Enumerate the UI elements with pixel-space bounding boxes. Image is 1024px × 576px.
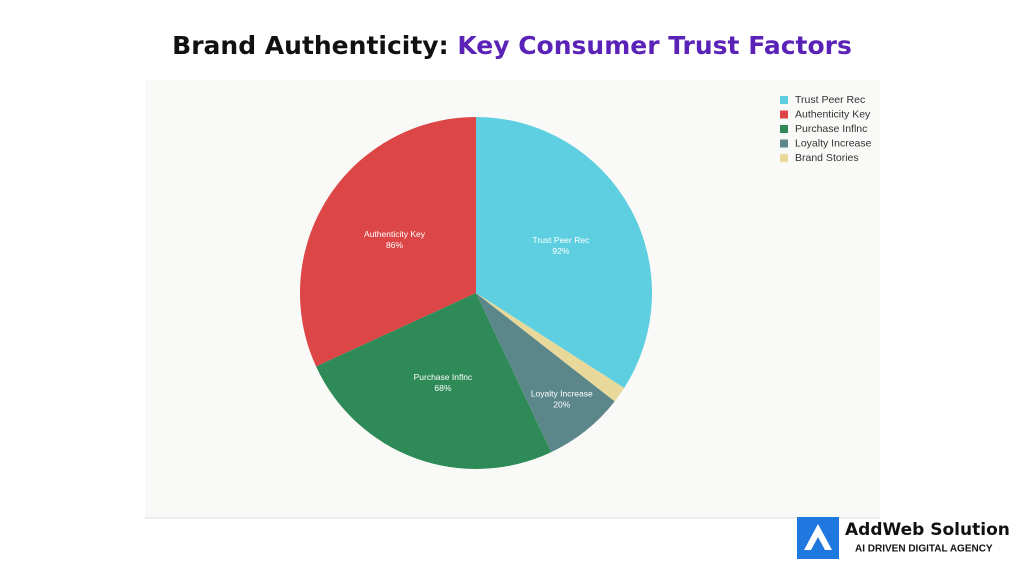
legend-label: Loyalty Increase	[795, 137, 872, 149]
legend-label: Brand Stories	[795, 152, 859, 164]
pie-slice	[316, 293, 552, 469]
legend-swatch	[780, 154, 788, 162]
pie-slice	[476, 293, 615, 453]
legend-swatch	[780, 125, 788, 133]
slice-label: Purchase Inflnc	[414, 372, 473, 382]
logo-glyph	[804, 524, 832, 550]
brand-tagline: AI DRIVEN DIGITAL AGENCY	[855, 544, 993, 555]
slice-label: Authenticity Key	[364, 229, 426, 239]
chart-title: Brand Authenticity: Key Consumer Trust F…	[172, 31, 852, 60]
brand-name: AddWeb Solution	[845, 520, 1010, 540]
legend-label: Purchase Inflnc	[795, 123, 867, 135]
title-lead: Brand Authenticity:	[172, 31, 448, 60]
slice-value: 86%	[386, 240, 403, 250]
slice-value: 68%	[434, 383, 451, 393]
legend-swatch	[780, 96, 788, 104]
logo-icon	[797, 517, 839, 559]
legend-label: Authenticity Key	[795, 108, 871, 120]
pie-slice	[476, 117, 652, 388]
slice-value: 92%	[552, 246, 569, 256]
legend: Trust Peer Rec Authenticity Key Purchase I…	[780, 94, 872, 164]
title-rest: Key Consumer Trust Factors	[457, 31, 852, 60]
slice-value: 20%	[553, 399, 570, 409]
pie-slice	[299, 117, 476, 367]
legend-label: Trust Peer Rec	[795, 94, 865, 106]
slice-label: Loyalty Increase	[531, 388, 593, 398]
slice-label: Trust Peer Rec	[533, 235, 591, 245]
logo: AddWeb Solution AI DRIVEN DIGITAL AGENCY	[797, 517, 1010, 559]
pie-slice	[476, 293, 625, 402]
legend-swatch	[780, 110, 788, 119]
legend-swatch	[780, 139, 788, 148]
